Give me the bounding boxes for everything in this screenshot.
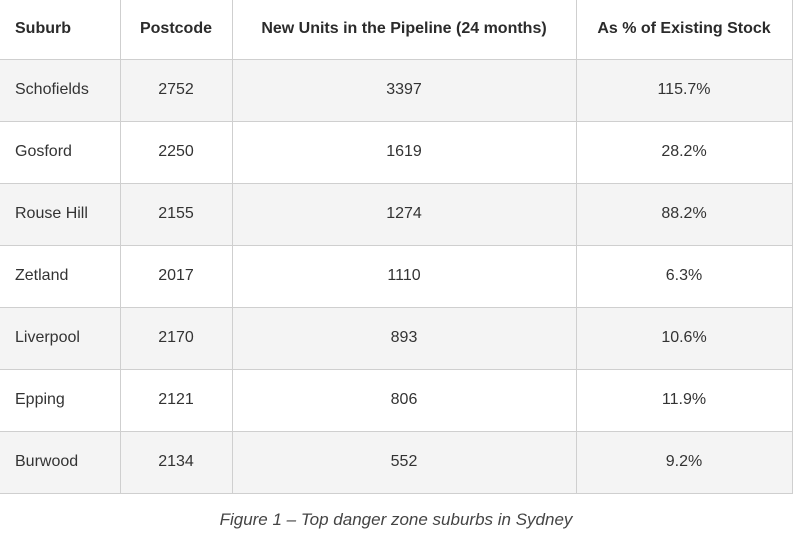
header-pct-existing-stock: As % of Existing Stock	[575, 0, 793, 60]
cell-new-units: 806	[231, 368, 577, 432]
cell-postcode: 2170	[119, 306, 233, 370]
cell-postcode: 2017	[119, 244, 233, 308]
table-row: Schofields 2752 3397 115.7%	[0, 58, 793, 122]
cell-new-units: 1274	[231, 182, 577, 246]
cell-pct-existing-stock: 88.2%	[575, 182, 793, 246]
cell-new-units: 552	[231, 430, 577, 494]
figure-caption: Figure 1 – Top danger zone suburbs in Sy…	[219, 510, 573, 529]
table-row: Rouse Hill 2155 1274 88.2%	[0, 182, 793, 246]
table-row: Zetland 2017 1110 6.3%	[0, 244, 793, 308]
suburbs-table: Suburb Postcode New Units in the Pipelin…	[0, 0, 793, 494]
header-new-units: New Units in the Pipeline (24 months)	[231, 0, 577, 60]
table-row: Epping 2121 806 11.9%	[0, 368, 793, 432]
cell-new-units: 893	[231, 306, 577, 370]
cell-new-units: 1110	[231, 244, 577, 308]
table-row: Burwood 2134 552 9.2%	[0, 430, 793, 494]
cell-suburb: Zetland	[0, 244, 121, 308]
cell-suburb: Schofields	[0, 58, 121, 122]
cell-suburb: Liverpool	[0, 306, 121, 370]
table-body: Schofields 2752 3397 115.7% Gosford 2250…	[0, 58, 793, 494]
data-table-container: Suburb Postcode New Units in the Pipelin…	[0, 0, 793, 494]
header-suburb: Suburb	[0, 0, 121, 60]
cell-pct-existing-stock: 28.2%	[575, 120, 793, 184]
cell-suburb: Epping	[0, 368, 121, 432]
table-row: Liverpool 2170 893 10.6%	[0, 306, 793, 370]
cell-pct-existing-stock: 115.7%	[575, 58, 793, 122]
cell-postcode: 2155	[119, 182, 233, 246]
cell-pct-existing-stock: 9.2%	[575, 430, 793, 494]
cell-postcode: 2250	[119, 120, 233, 184]
cell-suburb: Gosford	[0, 120, 121, 184]
cell-postcode: 2121	[119, 368, 233, 432]
table-row: Gosford 2250 1619 28.2%	[0, 120, 793, 184]
header-postcode: Postcode	[119, 0, 233, 60]
cell-pct-existing-stock: 11.9%	[575, 368, 793, 432]
table-header: Suburb Postcode New Units in the Pipelin…	[0, 0, 793, 60]
cell-suburb: Rouse Hill	[0, 182, 121, 246]
cell-pct-existing-stock: 10.6%	[575, 306, 793, 370]
cell-new-units: 1619	[231, 120, 577, 184]
header-row: Suburb Postcode New Units in the Pipelin…	[0, 0, 793, 60]
cell-postcode: 2134	[119, 430, 233, 494]
cell-new-units: 3397	[231, 58, 577, 122]
cell-pct-existing-stock: 6.3%	[575, 244, 793, 308]
cell-suburb: Burwood	[0, 430, 121, 494]
cell-postcode: 2752	[119, 58, 233, 122]
